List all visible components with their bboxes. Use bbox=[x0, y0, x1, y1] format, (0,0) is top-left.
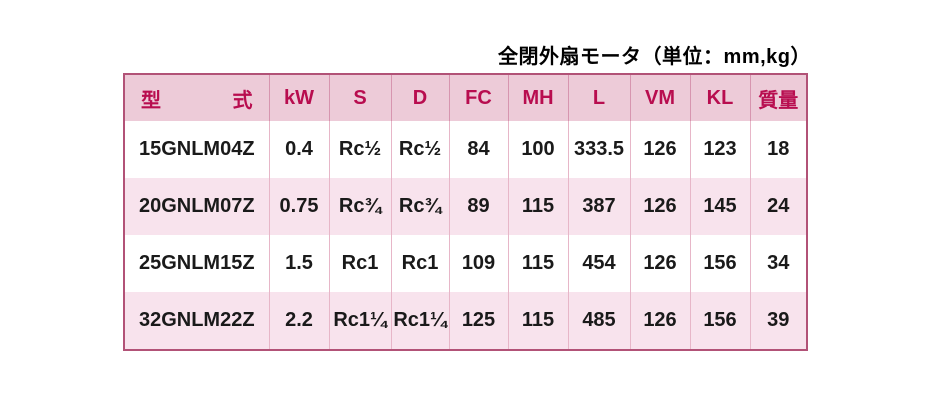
header-cell-s: S bbox=[328, 74, 391, 121]
header-cell-mass: 質量 bbox=[749, 74, 807, 121]
table-row: 25GNLM15Z 1.5 Rc1 Rc1 109 115 454 126 15… bbox=[124, 235, 807, 292]
cell-mh: 115 bbox=[507, 235, 568, 292]
table-row: 20GNLM07Z 0.75 Rc¾ Rc¾ 89 115 387 126 14… bbox=[124, 178, 807, 235]
cell-vm: 126 bbox=[629, 121, 690, 178]
cell-mh: 115 bbox=[507, 178, 568, 235]
header-cell-d: D bbox=[390, 74, 449, 121]
cell-vm: 126 bbox=[629, 235, 690, 292]
motor-spec-table: 型 式 kW S D FC MH L VM KL 質量 15GNLM04Z 0.… bbox=[123, 73, 808, 351]
cell-d: Rc¾ bbox=[390, 178, 449, 235]
cell-fc: 89 bbox=[448, 178, 508, 235]
cell-mh: 100 bbox=[507, 121, 568, 178]
cell-d: Rc½ bbox=[390, 121, 449, 178]
model-header-label: 型 式 bbox=[125, 75, 269, 121]
cell-model: 32GNLM22Z bbox=[124, 292, 269, 350]
cell-kl: 123 bbox=[689, 121, 750, 178]
cell-vm: 126 bbox=[629, 292, 690, 350]
cell-kl: 156 bbox=[689, 235, 750, 292]
cell-s: Rc½ bbox=[328, 121, 391, 178]
cell-l: 454 bbox=[567, 235, 630, 292]
cell-model: 25GNLM15Z bbox=[124, 235, 269, 292]
cell-d: Rc1¼ bbox=[390, 292, 449, 350]
cell-l: 333.5 bbox=[567, 121, 630, 178]
cell-l: 387 bbox=[567, 178, 630, 235]
cell-l: 485 bbox=[567, 292, 630, 350]
header-cell-kw: kW bbox=[268, 74, 329, 121]
cell-fc: 109 bbox=[448, 235, 508, 292]
header-cell-mh: MH bbox=[507, 74, 568, 121]
cell-kl: 156 bbox=[689, 292, 750, 350]
header-cell-kl: KL bbox=[689, 74, 750, 121]
table-title: 全閉外扇モータ（単位：mm,kg） bbox=[498, 46, 811, 68]
table-header-row: 型 式 kW S D FC MH L VM KL 質量 bbox=[124, 74, 807, 121]
cell-kw: 0.75 bbox=[268, 178, 329, 235]
cell-d: Rc1 bbox=[390, 235, 449, 292]
cell-kw: 0.4 bbox=[268, 121, 329, 178]
cell-mass: 34 bbox=[749, 235, 807, 292]
cell-mass: 24 bbox=[749, 178, 807, 235]
cell-kw: 2.2 bbox=[268, 292, 329, 350]
cell-model: 15GNLM04Z bbox=[124, 121, 269, 178]
cell-fc: 125 bbox=[448, 292, 508, 350]
cell-s: Rc1 bbox=[328, 235, 391, 292]
cell-kl: 145 bbox=[689, 178, 750, 235]
cell-s: Rc¾ bbox=[328, 178, 391, 235]
header-cell-fc: FC bbox=[448, 74, 508, 121]
cell-mass: 39 bbox=[749, 292, 807, 350]
table-row: 32GNLM22Z 2.2 Rc1¼ Rc1¼ 125 115 485 126 … bbox=[124, 292, 807, 350]
cell-mh: 115 bbox=[507, 292, 568, 350]
header-cell-model: 型 式 bbox=[124, 74, 269, 121]
cell-kw: 1.5 bbox=[268, 235, 329, 292]
cell-s: Rc1¼ bbox=[328, 292, 391, 350]
cell-fc: 84 bbox=[448, 121, 508, 178]
model-header-left: 型 bbox=[141, 89, 161, 112]
cell-vm: 126 bbox=[629, 178, 690, 235]
cell-mass: 18 bbox=[749, 121, 807, 178]
table-row: 15GNLM04Z 0.4 Rc½ Rc½ 84 100 333.5 126 1… bbox=[124, 121, 807, 178]
cell-model: 20GNLM07Z bbox=[124, 178, 269, 235]
header-cell-vm: VM bbox=[629, 74, 690, 121]
header-cell-l: L bbox=[567, 74, 630, 121]
model-header-right: 式 bbox=[232, 89, 253, 112]
